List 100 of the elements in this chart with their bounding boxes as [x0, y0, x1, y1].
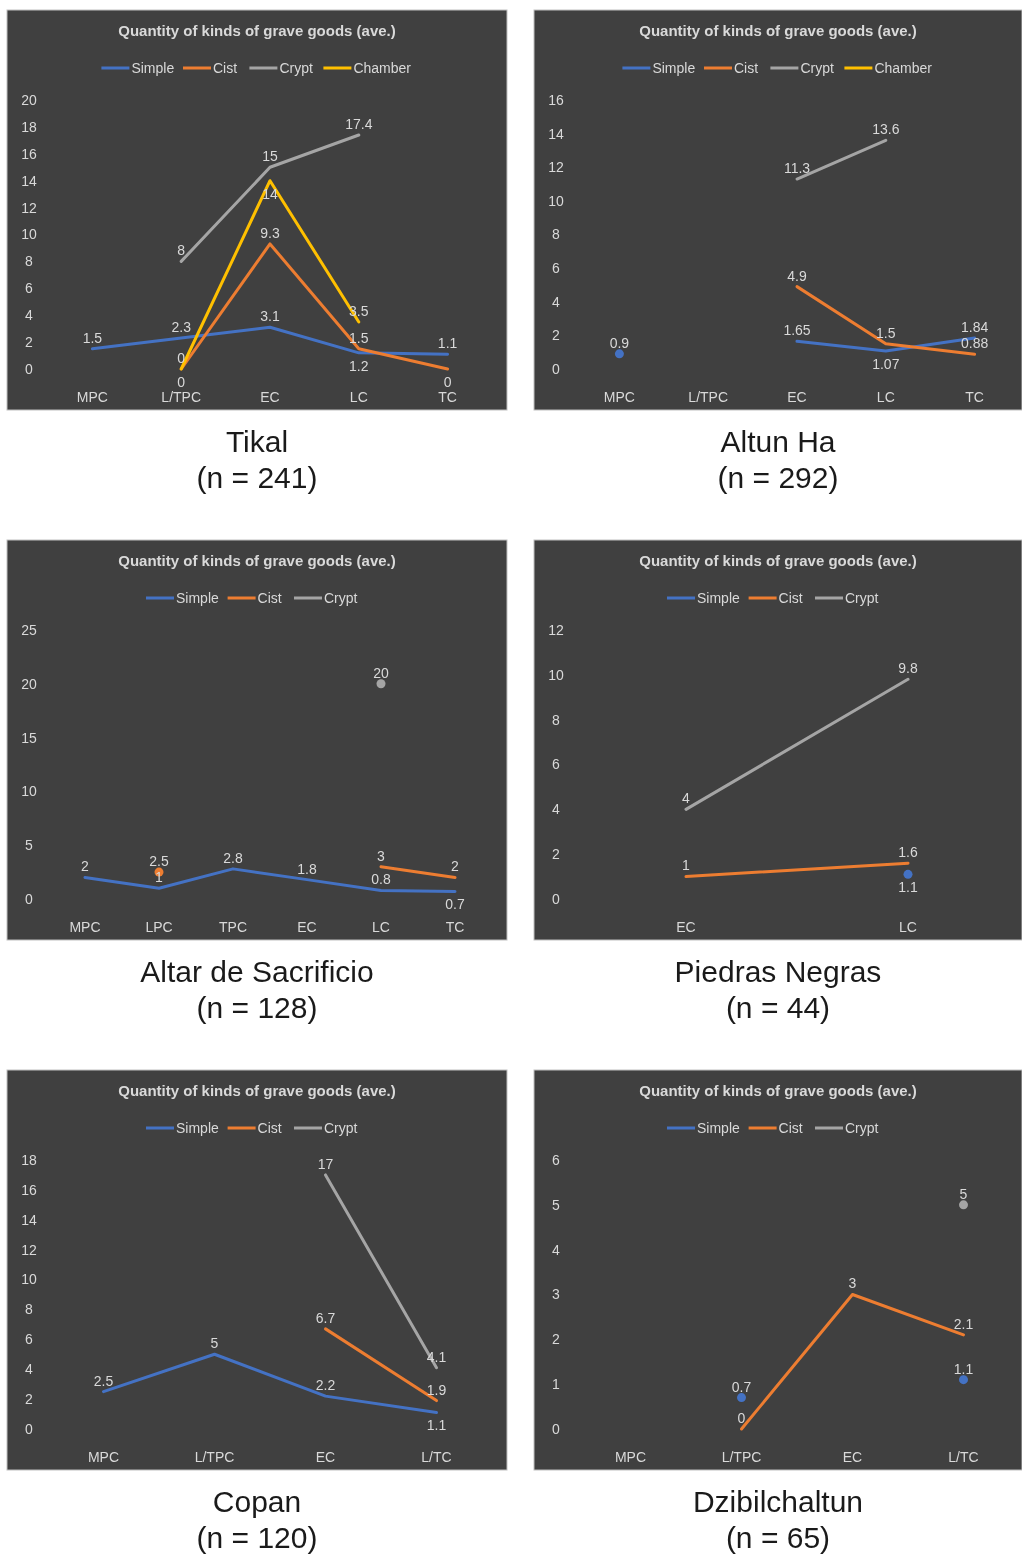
- data-label: 1.2: [349, 357, 369, 374]
- y-tick-label: 14: [548, 125, 564, 142]
- y-tick-label: 0: [25, 1420, 34, 1437]
- data-label: 0: [737, 1409, 746, 1426]
- legend-label: Cist: [213, 60, 238, 76]
- text: (n = 65): [725, 1521, 831, 1554]
- data-label: 1.1: [898, 879, 918, 896]
- y-tick-label: 14: [21, 172, 37, 189]
- y-tick-label: 20: [21, 91, 37, 108]
- data-label: 1.07: [872, 355, 900, 372]
- x-tick-label: EC: [260, 389, 280, 405]
- legend-label: Simple: [697, 590, 741, 606]
- y-tick-label: 0: [25, 360, 34, 377]
- y-tick-label: 12: [548, 621, 564, 638]
- y-tick-label: 6: [552, 756, 561, 773]
- data-label: 1.5: [349, 329, 369, 346]
- y-tick-label: 0: [552, 1420, 561, 1437]
- y-tick-label: 5: [552, 1196, 561, 1213]
- y-tick-label: 2: [552, 846, 561, 863]
- x-tick-label: TC: [965, 389, 984, 405]
- data-label: 3: [377, 847, 386, 864]
- y-tick-label: 6: [25, 280, 34, 297]
- point: [959, 1375, 968, 1385]
- x-tick-label: EC: [787, 389, 807, 405]
- y-tick-label: 25: [21, 621, 37, 638]
- text: (n = 292): [717, 461, 839, 494]
- y-tick-label: 0: [552, 360, 561, 377]
- data-label: 4: [682, 790, 691, 807]
- legend-label: Simple: [176, 590, 220, 606]
- data-label: 2.1: [953, 1315, 974, 1332]
- y-tick-label: 6: [552, 260, 561, 277]
- x-tick-label: MPC: [76, 389, 108, 405]
- x-tick-label: EC: [676, 919, 696, 935]
- y-tick-label: 16: [21, 1181, 37, 1198]
- y-tick-label: 10: [21, 1271, 37, 1288]
- y-tick-label: 4: [552, 1241, 561, 1258]
- y-tick-label: 0: [552, 890, 561, 907]
- data-label: 6.7: [315, 1309, 336, 1326]
- legend-label: Crypt: [800, 60, 834, 76]
- x-tick-label: LPC: [145, 919, 173, 935]
- data-label: 1.6: [898, 844, 918, 861]
- data-label: 5: [959, 1185, 968, 1202]
- x-tick-label: MPC: [603, 389, 635, 405]
- data-label: 1: [682, 857, 691, 874]
- chart-title: Quantity of kinds of grave goods (ave.): [639, 552, 917, 569]
- y-tick-label: 20: [21, 675, 37, 692]
- text: Dzibilchaltun: [692, 1485, 864, 1518]
- data-label: 11.3: [783, 159, 811, 176]
- data-label: 1.5: [82, 329, 103, 346]
- data-label: 1.84: [960, 318, 989, 335]
- text: Altun Ha: [720, 425, 836, 458]
- legend-label: Crypt: [279, 60, 313, 76]
- chart-title: Quantity of kinds of grave goods (ave.): [118, 552, 396, 569]
- x-tick-label: L/TPC: [721, 1449, 762, 1465]
- text: Tikal: [225, 425, 289, 458]
- data-label: 1.5: [876, 324, 896, 341]
- y-tick-label: 14: [21, 1211, 37, 1228]
- y-tick-label: 1: [552, 1376, 561, 1393]
- data-label: 1.1: [437, 335, 458, 352]
- chart-title: Quantity of kinds of grave goods (ave.): [639, 22, 917, 39]
- data-label: 13.6: [872, 121, 900, 138]
- y-tick-label: 0: [25, 890, 34, 907]
- data-label: 9.3: [260, 224, 280, 241]
- y-tick-label: 16: [21, 145, 37, 162]
- x-tick-label: L/TPC: [161, 389, 202, 405]
- data-label: 15: [262, 148, 278, 165]
- legend-label: Simple: [652, 60, 696, 76]
- legend-label: Cist: [734, 60, 759, 76]
- x-tick-label: EC: [315, 1449, 336, 1465]
- legend-label: Crypt: [845, 590, 879, 606]
- y-tick-label: 12: [21, 1241, 37, 1258]
- x-tick-label: L/TPC: [688, 389, 729, 405]
- legend-label: Crypt: [845, 1120, 879, 1136]
- y-tick-label: 8: [25, 1301, 34, 1318]
- text: (n = 128): [196, 991, 318, 1024]
- data-label: 0: [177, 349, 186, 366]
- legend-label: Cist: [257, 1120, 282, 1136]
- y-tick-label: 6: [552, 1151, 561, 1168]
- x-tick-label: LC: [372, 919, 390, 935]
- y-tick-label: 10: [548, 192, 564, 209]
- legend-label: Cist: [257, 590, 282, 606]
- y-tick-label: 12: [548, 159, 564, 176]
- y-tick-label: 8: [25, 253, 34, 270]
- text: Altar de Sacrificio: [140, 955, 374, 988]
- text: (n = 44): [725, 991, 831, 1024]
- y-tick-label: 4: [25, 1361, 34, 1378]
- legend-label: Crypt: [324, 1120, 358, 1136]
- legend-label: Crypt: [324, 590, 358, 606]
- y-tick-label: 8: [552, 711, 561, 728]
- y-tick-label: 2: [25, 334, 34, 350]
- legend-label: Chamber: [353, 60, 412, 76]
- chart-title: Quantity of kinds of grave goods (ave.): [118, 1082, 396, 1099]
- data-label: 4.9: [787, 267, 807, 284]
- x-tick-label: TC: [445, 919, 465, 935]
- x-tick-label: L/TPC: [194, 1449, 235, 1465]
- data-label: 2.5: [149, 853, 169, 869]
- y-tick-label: 3: [552, 1286, 561, 1303]
- y-tick-label: 4: [552, 293, 561, 310]
- y-tick-label: 6: [25, 1331, 34, 1348]
- y-tick-label: 18: [21, 118, 37, 135]
